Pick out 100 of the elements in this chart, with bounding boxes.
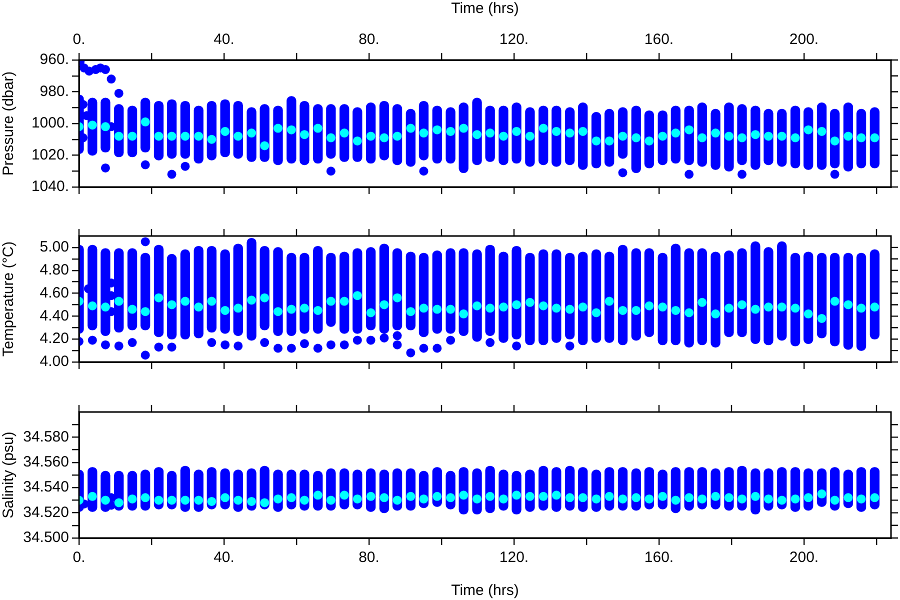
point — [486, 338, 495, 348]
y-tick-label: 4.40 — [40, 307, 69, 324]
bar — [300, 252, 310, 334]
point — [419, 166, 428, 176]
bar — [366, 247, 376, 330]
bar — [658, 252, 668, 346]
bar — [578, 102, 588, 170]
y-tick-label: 4.20 — [40, 330, 69, 348]
bar — [830, 252, 840, 346]
point — [392, 331, 402, 340]
bar — [458, 248, 468, 336]
point — [274, 344, 283, 353]
x-tick-label: 40. — [214, 549, 234, 566]
x2-tick-label: 200. — [789, 31, 819, 48]
bar — [724, 250, 734, 338]
point — [446, 336, 456, 345]
bar — [154, 244, 164, 338]
bar — [618, 244, 628, 346]
point — [167, 342, 176, 352]
bar — [418, 252, 429, 338]
bar — [512, 246, 522, 340]
y-tick-label: 34.540 — [23, 478, 69, 496]
x-axis-title: Time (hrs) — [451, 582, 519, 600]
bar — [273, 247, 283, 336]
x2-tick-label: 0. — [72, 31, 86, 48]
y-tick-label: 34.580 — [23, 428, 69, 446]
y-tick-label: 5.00 — [40, 238, 69, 256]
bar — [220, 249, 230, 334]
point — [300, 339, 309, 348]
point — [432, 344, 442, 353]
bar — [166, 254, 177, 340]
bar — [458, 102, 468, 174]
bar — [804, 252, 814, 344]
y-tick-label: 1020. — [31, 146, 69, 164]
point — [180, 162, 190, 171]
bar — [180, 249, 190, 340]
bar — [724, 102, 734, 172]
bar — [856, 252, 866, 351]
bar — [644, 248, 654, 338]
y-axis-title: Temperature (°C) — [0, 241, 18, 357]
point — [326, 166, 336, 176]
bar — [260, 246, 270, 330]
point — [100, 340, 110, 350]
y-tick-label: 4.00 — [40, 353, 69, 370]
bar — [233, 244, 243, 336]
bar — [485, 244, 495, 336]
bar — [816, 252, 827, 338]
point — [738, 170, 747, 179]
bar — [313, 246, 323, 334]
x-tick-label: 160. — [644, 549, 674, 566]
y-tick-label: 960. — [40, 51, 69, 68]
bar — [870, 249, 880, 340]
bar — [498, 252, 508, 343]
x-tick-label: 0. — [72, 549, 86, 566]
y-tick-label: 1040. — [31, 178, 69, 196]
bar — [816, 102, 827, 170]
bar — [564, 252, 575, 340]
x2-tick-label: 80. — [358, 31, 380, 48]
y-tick-label: 34.500 — [23, 529, 69, 546]
bar — [286, 252, 296, 336]
point — [140, 350, 150, 360]
bar — [432, 250, 442, 334]
bar — [286, 96, 296, 164]
x2-tick-label: 160. — [644, 31, 674, 48]
point — [220, 340, 230, 350]
point — [326, 340, 336, 350]
bar — [790, 252, 800, 346]
point — [366, 336, 376, 345]
bar — [631, 248, 641, 341]
bar — [525, 252, 535, 346]
point — [340, 340, 349, 350]
bar — [206, 246, 217, 333]
point — [512, 341, 522, 350]
bar — [140, 252, 150, 330]
point — [684, 170, 694, 179]
bar — [326, 252, 336, 327]
point — [565, 341, 574, 350]
bar — [246, 238, 256, 341]
x-tick-label: 200. — [789, 549, 819, 566]
point — [154, 342, 164, 352]
bar — [631, 106, 641, 174]
point — [234, 341, 243, 350]
x-tick-label: 80. — [358, 549, 380, 566]
y-axis-title: Pressure (dbar) — [0, 71, 18, 176]
bar — [552, 249, 562, 343]
bar — [843, 102, 854, 172]
bar — [472, 249, 482, 342]
bar — [684, 248, 694, 348]
bar — [804, 107, 814, 170]
y-tick-label: 980. — [40, 82, 69, 100]
bar — [406, 252, 416, 330]
point — [392, 340, 402, 350]
point — [380, 333, 389, 342]
bar — [498, 106, 508, 166]
bar — [591, 249, 602, 343]
bar — [578, 252, 588, 346]
point — [260, 338, 270, 348]
point — [419, 344, 428, 353]
bar — [710, 252, 720, 348]
point — [313, 344, 322, 353]
